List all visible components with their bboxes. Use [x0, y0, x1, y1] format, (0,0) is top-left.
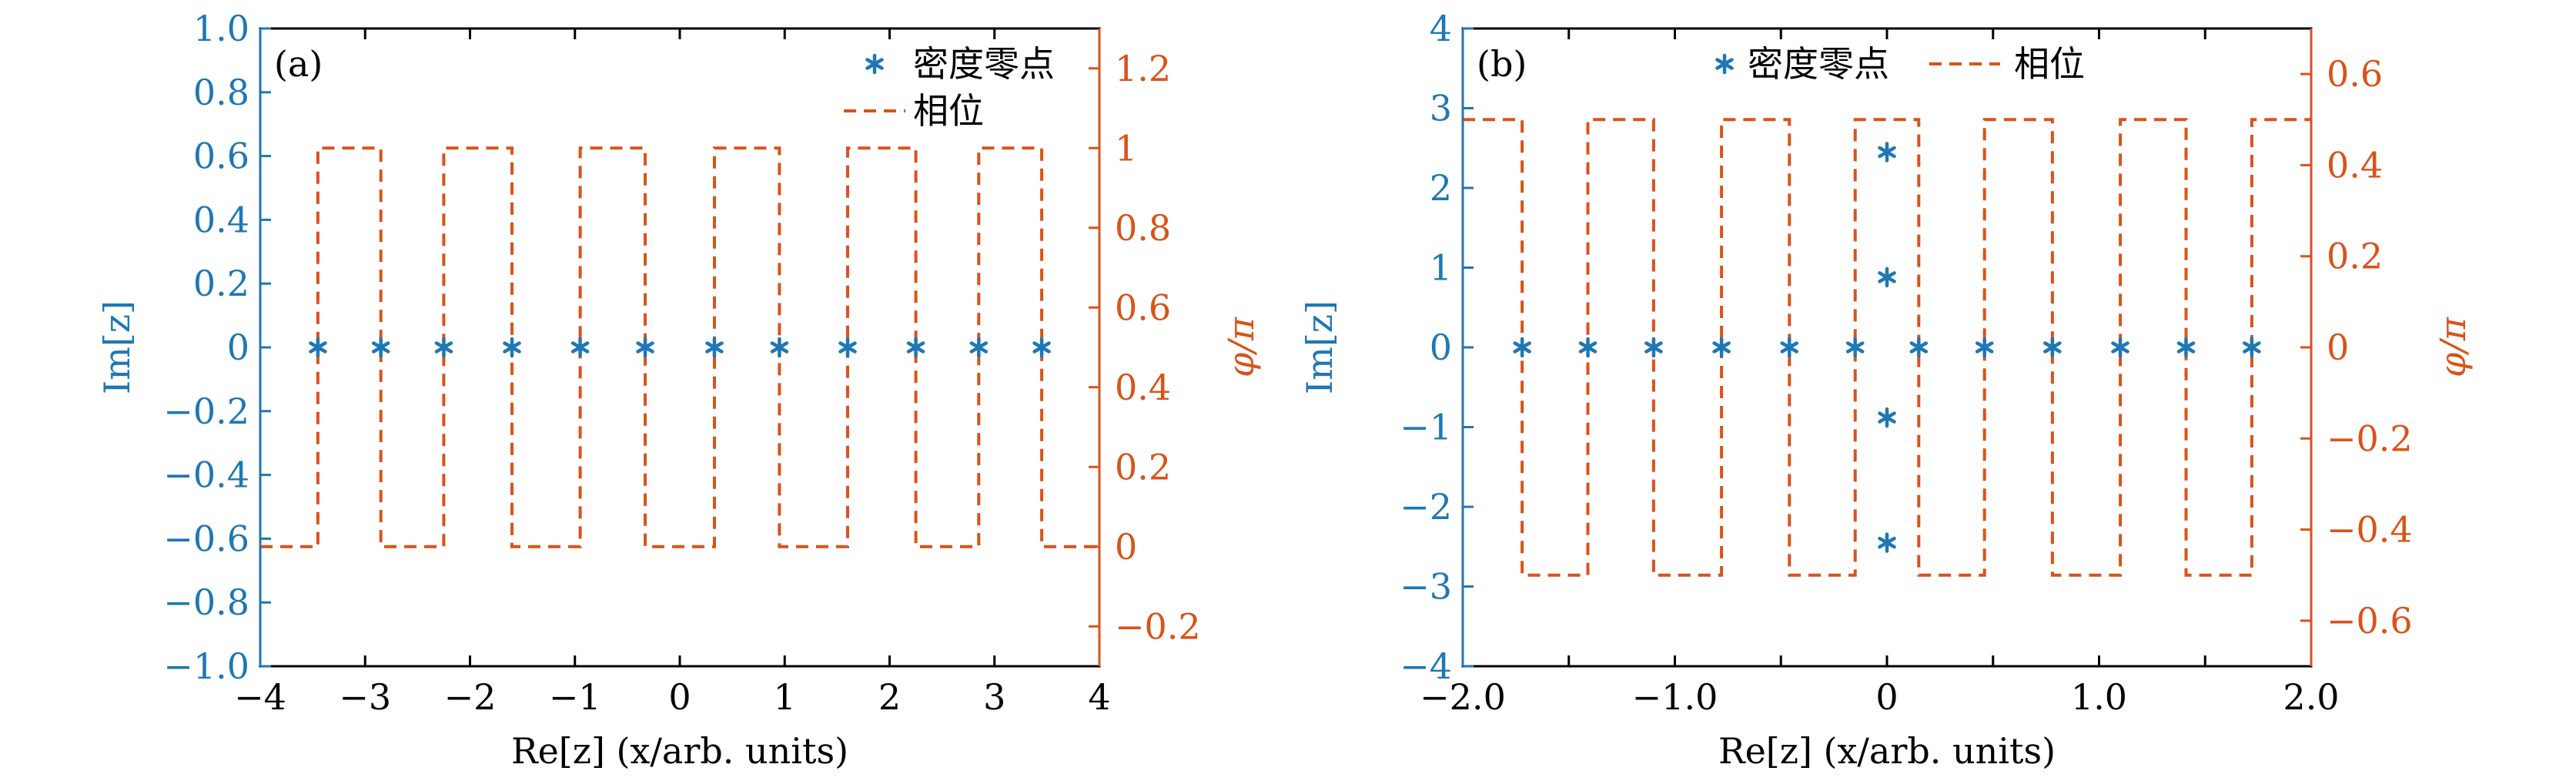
panel-b-x-tick-label: 2.0 — [2283, 676, 2339, 718]
panel-b-panel-label: (b) — [1477, 43, 1527, 85]
panel-a-zero-point — [838, 337, 857, 358]
panel-a-y-tick-label: 0.6 — [193, 136, 249, 177]
panel-b-legend-zero-marker — [1715, 53, 1734, 75]
panel-b-y2-tick-label: −0.6 — [2327, 600, 2413, 642]
panel-a-y2-tick-label: 0.4 — [1115, 367, 1171, 408]
panel-a-zero-point — [503, 337, 521, 358]
panel-b-y-tick-label: −2 — [1400, 486, 1452, 528]
panel-b-legend-phase-label: 相位 — [2014, 43, 2085, 85]
panel-a-y-axis-label: Im[z] — [96, 300, 138, 394]
panel-b-y2-tick-label: 0.6 — [2327, 53, 2383, 95]
panel-a-y2-tick-label: 1 — [1115, 127, 1137, 169]
panel-a-phase-line — [260, 146, 1099, 548]
panel-b-zero-point — [1644, 337, 1663, 358]
panel-a-legend-zero-label: 密度零点 — [913, 43, 1055, 85]
panel-a-y-tick-label: −0.6 — [163, 518, 249, 559]
panel-b-y2-tick-label: 0.4 — [2327, 144, 2383, 186]
panel-b-zero-point — [1712, 337, 1731, 358]
panel-b-zero-point — [1513, 337, 1531, 358]
panel-a-zero-point — [906, 337, 925, 358]
panel-a-y-tick-label: 0.4 — [193, 199, 249, 240]
panel-b-y-tick-label: 3 — [1430, 88, 1452, 129]
panel-b-x-axis-label: Re[z] (x/arb. units) — [1718, 730, 2056, 772]
panel-b-y-tick-label: 1 — [1430, 247, 1452, 289]
panel-b-zero-point — [2111, 337, 2129, 358]
panel-a-x-tick-label: 3 — [983, 676, 1005, 718]
panel-a-y-tick-label: −0.2 — [163, 390, 249, 432]
panel-b-zero-point — [1975, 337, 1994, 358]
panel-a-zero-point — [570, 337, 590, 358]
panel-b-legend-zero-label: 密度零点 — [1748, 43, 1889, 85]
panel-b-zero-point — [1878, 407, 1896, 428]
panel-a-y-tick-label: 0.8 — [193, 72, 249, 113]
panel-a-y-tick-label: 1.0 — [193, 8, 249, 49]
panel-b-y-tick-label: −4 — [1400, 645, 1452, 687]
panel-a-x-tick-label: −1 — [549, 676, 601, 718]
panel-a-x-tick-label: 2 — [878, 676, 901, 718]
panel-b-zero-point — [2043, 337, 2062, 358]
panel-a-y-tick-label: −1.0 — [163, 645, 249, 687]
panel-a-zero-point — [434, 337, 453, 358]
panel-b-x-tick-label: −1.0 — [1632, 676, 1718, 718]
panel-b-x-tick-label: 1.0 — [2071, 676, 2127, 718]
panel-a-y2-axis-label: φ/π — [1220, 317, 1262, 377]
panel-b-zero-point — [1909, 337, 1929, 358]
panel-a-y2-tick-label: 0.2 — [1115, 446, 1171, 488]
panel-a-y-tick-label: −0.4 — [163, 454, 249, 496]
panel-b-y-tick-label: 2 — [1430, 167, 1452, 209]
panel-b-y2-axis-label: φ/π — [2432, 317, 2474, 377]
panel-b-zero-point — [2243, 337, 2261, 358]
panel-b-zero-point — [1878, 142, 1896, 163]
panel-b-y2-tick-label: 0.2 — [2327, 236, 2383, 277]
panel-b-y-axis-label: Im[z] — [1299, 300, 1340, 394]
panel-a-zero-point — [371, 337, 390, 358]
panel-b-zero-point — [1878, 532, 1896, 553]
panel-a-x-axis-label: Re[z] (x/arb. units) — [511, 730, 848, 772]
panel-a-zero-point — [636, 337, 654, 358]
panel-a-x-tick-label: −2 — [444, 676, 497, 718]
panel-a-zero-point — [705, 337, 724, 358]
panel-a-zero-point — [770, 337, 789, 358]
panel-b-x-tick-label: 0 — [1875, 676, 1898, 718]
panel-b-zero-point — [1878, 266, 1896, 288]
panel-b-y-tick-label: −3 — [1400, 566, 1452, 608]
panel-a-y2-tick-label: −0.2 — [1115, 605, 1201, 647]
panel-b-zero-point — [1845, 337, 1865, 358]
panel-b-y2-tick-label: 0 — [2327, 327, 2349, 368]
panel-a-y-tick-label: 0.2 — [193, 263, 249, 304]
panel-a-zero-point — [309, 337, 327, 358]
panel-b-y-tick-label: −1 — [1400, 407, 1452, 448]
panel-b-y2-tick-label: −0.2 — [2327, 417, 2413, 459]
panel-a-legend-zero-marker — [865, 53, 884, 75]
panel-a-y2-tick-label: 0.8 — [1115, 207, 1171, 249]
panel-a-y2-tick-label: 0.6 — [1115, 287, 1171, 328]
panel-b-zero-point — [1578, 337, 1597, 358]
panel-a-x-tick-label: 0 — [668, 676, 691, 718]
panel-a-x-tick-label: −4 — [234, 676, 286, 718]
panel-b-phase-line — [1463, 118, 2311, 577]
panel-a-y2-tick-label: 0 — [1115, 526, 1137, 568]
panel-a-x-tick-label: 1 — [774, 676, 796, 718]
panel-b-y-tick-label: 0 — [1430, 327, 1452, 368]
panel-a-y2-tick-label: 1.2 — [1115, 48, 1171, 89]
panel-a-legend-phase-label: 相位 — [913, 90, 984, 132]
panel-a-y-tick-label: 0 — [227, 327, 249, 368]
panel-a-y-tick-label: −0.8 — [163, 582, 249, 623]
panel-b-y2-tick-label: −0.4 — [2327, 509, 2413, 551]
panel-a-panel-label: (a) — [274, 43, 323, 85]
panel-a-zero-point — [969, 337, 989, 358]
panel-a-zero-point — [1032, 337, 1051, 358]
panel-a-x-tick-label: 4 — [1088, 676, 1110, 718]
panel-a-x-tick-label: −3 — [339, 676, 391, 718]
panel-b-y-tick-label: 4 — [1430, 8, 1452, 49]
panel-b-x-tick-label: −2.0 — [1420, 676, 1506, 718]
panel-b-zero-point — [1780, 337, 1799, 358]
panel-b-zero-point — [2176, 337, 2196, 358]
